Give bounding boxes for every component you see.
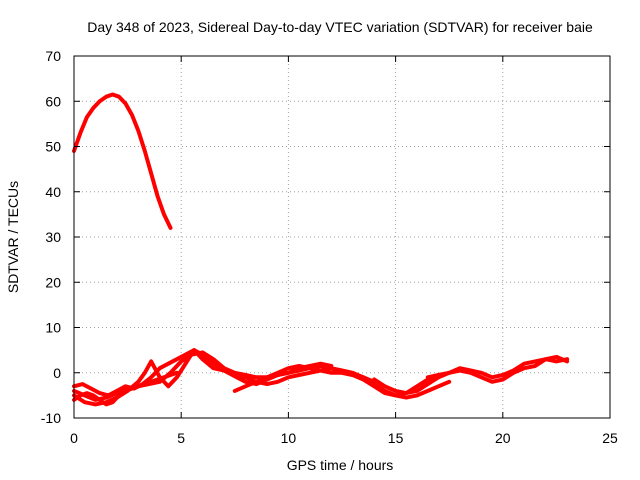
grid: [74, 56, 610, 418]
y-tick-label: 30: [45, 229, 61, 245]
y-axis-label: SDTVAR / TECUs: [5, 181, 21, 293]
series-layer: [72, 92, 570, 407]
x-tick-label: 20: [495, 430, 511, 446]
y-tick-label: 60: [45, 93, 61, 109]
x-axis-label: GPS time / hours: [287, 457, 394, 473]
series-line-8: [425, 357, 570, 380]
y-tick-label: 50: [45, 139, 61, 155]
x-tick-labels: 0 5 10 15 20 25: [70, 430, 618, 446]
x-tick-label: 0: [70, 430, 78, 446]
y-tick-label: 10: [45, 320, 61, 336]
y-tick-label: 20: [45, 274, 61, 290]
series-line-6: [232, 364, 452, 400]
y-tick-labels: -10 0 10 20 30 40 50 60 70: [41, 48, 61, 426]
chart-title: Day 348 of 2023, Sidereal Day-to-day VTE…: [87, 19, 593, 35]
x-tick-label: 5: [177, 430, 185, 446]
x-tick-label: 10: [281, 430, 297, 446]
x-tick-label: 25: [602, 430, 618, 446]
y-tick-label: 0: [53, 365, 61, 381]
series-line-2: [72, 350, 377, 402]
y-tick-label: 70: [45, 48, 61, 64]
series-line-5: [72, 370, 179, 407]
axis-ticks: [73, 55, 611, 419]
series-line-1: [72, 92, 173, 230]
y-tick-label: -10: [41, 410, 61, 426]
series-line-7: [372, 354, 570, 396]
x-tick-label: 15: [388, 430, 404, 446]
y-tick-label: 40: [45, 184, 61, 200]
